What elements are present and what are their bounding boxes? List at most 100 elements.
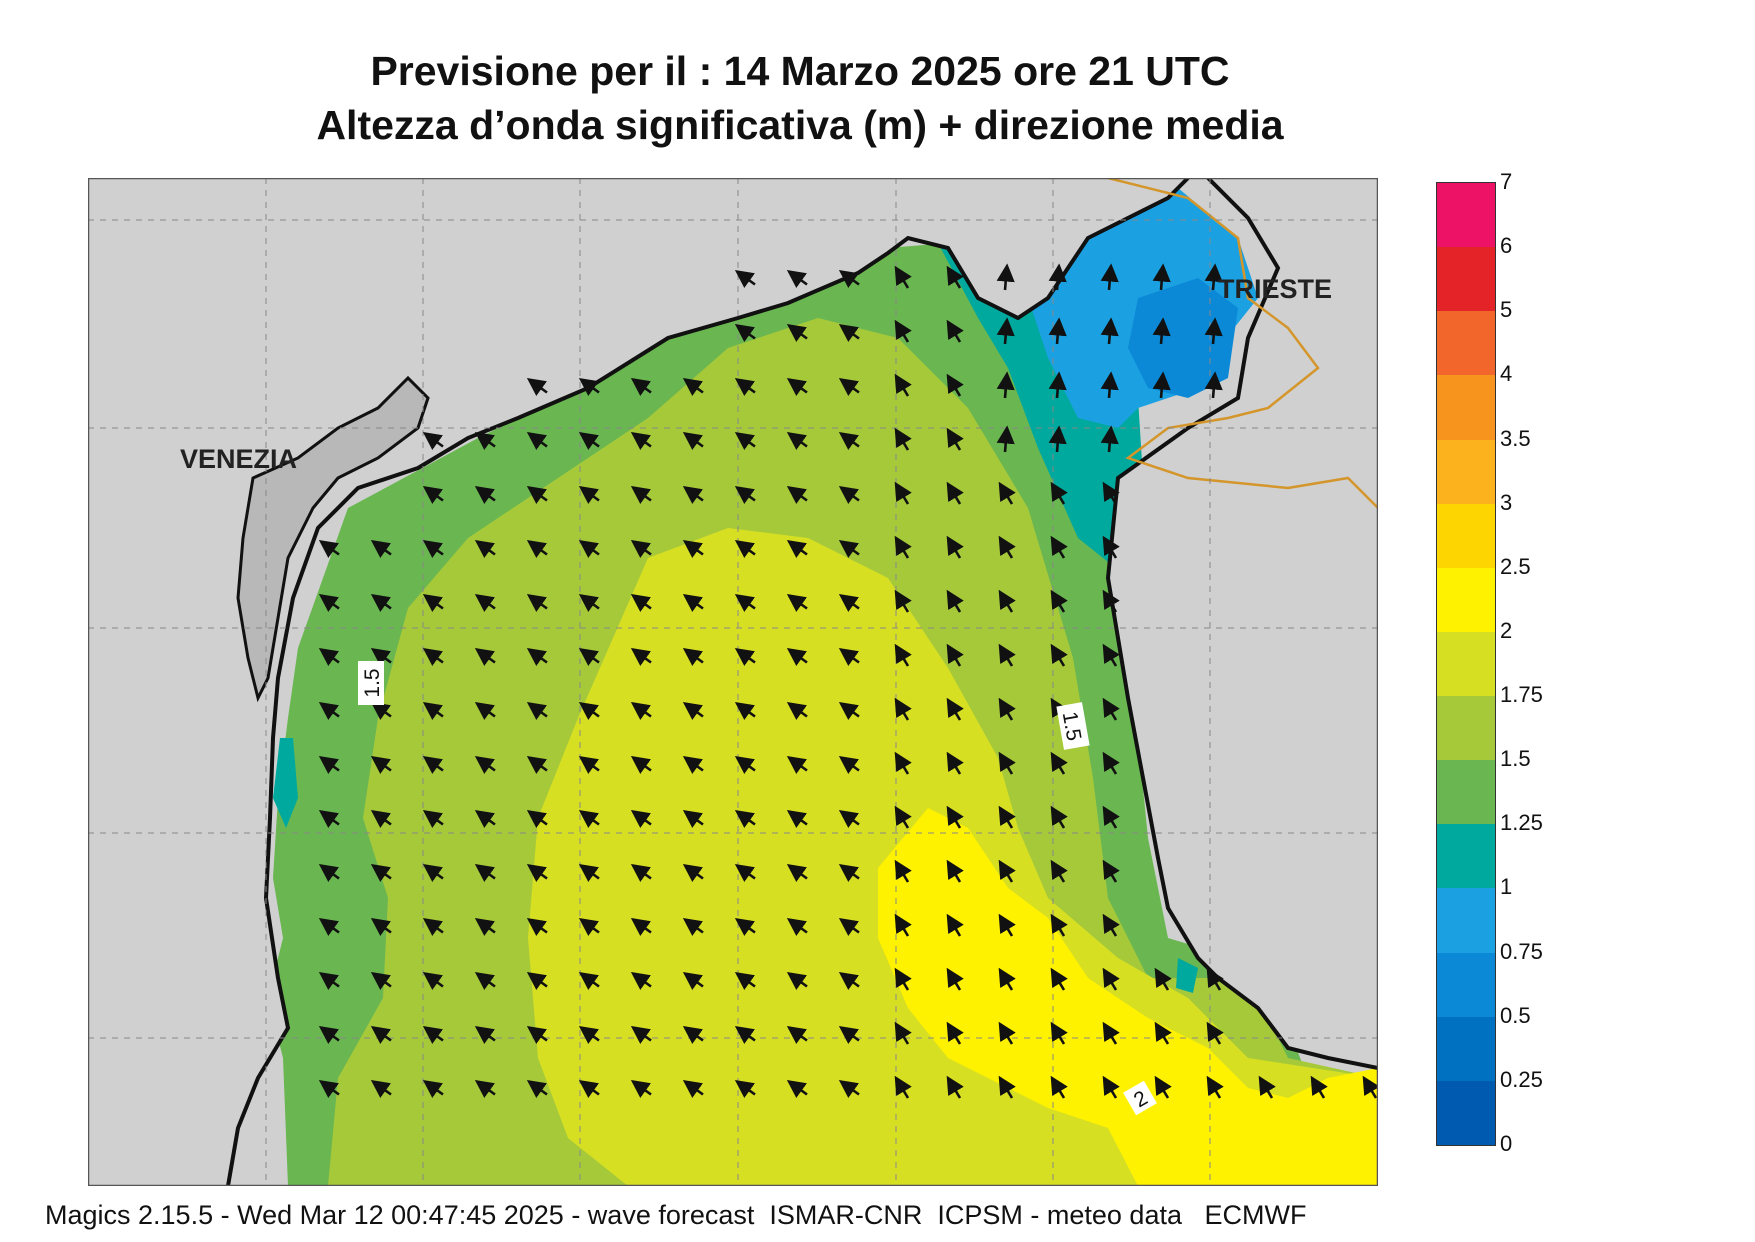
contour-label-west: 1.5: [358, 661, 384, 705]
wave-direction-arrow: [526, 431, 548, 451]
wave-direction-arrow: [998, 1075, 1016, 1099]
wave-direction-arrow: [1050, 643, 1068, 667]
wave-direction-arrow: [1050, 967, 1068, 991]
wave-direction-arrow: [838, 323, 860, 343]
wave-direction-arrow: [1050, 589, 1068, 613]
wave-direction-arrow: [1050, 751, 1068, 775]
wave-direction-arrow: [474, 971, 496, 991]
sea-band-2: [878, 808, 1378, 1186]
colorbar-segment: [1437, 375, 1495, 441]
wave-direction-arrow: [578, 755, 600, 775]
wave-direction-arrow: [894, 265, 912, 289]
wave-direction-arrow: [998, 481, 1016, 505]
wave-direction-arrow: [1050, 535, 1068, 559]
wave-direction-arrow: [1206, 967, 1224, 991]
wave-direction-arrow: [734, 647, 756, 667]
wave-direction-arrow: [786, 431, 808, 451]
wave-direction-arrow: [946, 967, 964, 991]
wave-direction-arrow: [734, 377, 756, 397]
wave-direction-arrow: [370, 1025, 392, 1045]
wave-direction-arrow: [474, 917, 496, 937]
wave-direction-arrow: [1152, 371, 1171, 399]
wave-direction-arrow: [682, 485, 704, 505]
wave-direction-arrow: [1154, 1021, 1172, 1045]
wave-direction-arrow: [578, 701, 600, 721]
wave-direction-arrow: [474, 1079, 496, 1099]
wave-direction-arrow: [526, 863, 548, 883]
wave-direction-arrow: [1204, 263, 1223, 291]
wave-direction-arrow: [1362, 1075, 1378, 1099]
contour-label-west-text: 1.5: [361, 668, 384, 697]
wave-direction-arrow: [894, 967, 912, 991]
wave-direction-arrow: [578, 971, 600, 991]
wave-direction-arrow: [894, 1021, 912, 1045]
wave-direction-arrow: [1050, 1075, 1068, 1099]
colorbar-tick-label: 1.75: [1500, 682, 1543, 708]
wave-direction-arrow: [682, 1079, 704, 1099]
colorbar-tick-label: 5: [1500, 297, 1513, 323]
wave-direction-arrow: [578, 377, 600, 397]
wave-direction-arrow: [578, 431, 600, 451]
colorbar-tick-label: 1.5: [1500, 746, 1531, 772]
wave-direction-arrow: [370, 971, 392, 991]
wave-direction-arrow: [996, 425, 1015, 453]
colorbar-segment: [1437, 183, 1495, 248]
coastline: [226, 178, 1190, 1186]
wave-direction-arrow: [734, 1079, 756, 1099]
wave-direction-arrow: [422, 593, 444, 613]
venice-lagoon: [236, 375, 430, 703]
wave-direction-arrow: [1100, 317, 1119, 345]
wave-direction-arrow: [1204, 317, 1223, 345]
wave-direction-arrow: [946, 859, 964, 883]
colorbar-tick-label: 0.25: [1500, 1066, 1543, 1092]
wave-direction-arrow: [786, 1025, 808, 1045]
wave-direction-arrow: [526, 917, 548, 937]
forecast-subtitle: Altezza d’onda significativa (m) + direz…: [316, 102, 1284, 148]
wave-direction-arrow: [682, 647, 704, 667]
wave-direction-arrow: [998, 805, 1016, 829]
wave-direction-arrow: [786, 1079, 808, 1099]
wave-direction-arrow: [946, 751, 964, 775]
wave-direction-arrow: [734, 971, 756, 991]
wave-direction-arrow: [1100, 371, 1119, 399]
wave-direction-arrow: [998, 913, 1016, 937]
wave-direction-arrow: [422, 701, 444, 721]
wave-direction-arrow: [474, 647, 496, 667]
contour-label-south: 2: [1123, 1080, 1157, 1116]
wave-direction-arrow: [1152, 317, 1171, 345]
wave-direction-arrow: [370, 863, 392, 883]
map-frame: [88, 178, 1378, 1186]
contour-label-east-text: 1.5: [1058, 710, 1086, 743]
colorbar-segment: [1437, 503, 1495, 569]
wave-direction-arrow: [894, 643, 912, 667]
wave-direction-arrow: [1050, 859, 1068, 883]
colorbar-segment: [1437, 696, 1495, 761]
wave-direction-arrow: [630, 485, 652, 505]
wave-direction-arrow: [894, 589, 912, 613]
wave-direction-arrow: [318, 1079, 340, 1099]
wave-direction-arrow: [318, 971, 340, 991]
wave-direction-arrow: [946, 643, 964, 667]
wave-direction-arrow: [422, 485, 444, 505]
wave-direction-arrow: [786, 863, 808, 883]
wave-direction-arrow: [526, 593, 548, 613]
wave-direction-arrow: [786, 755, 808, 775]
wave-direction-arrow: [1050, 805, 1068, 829]
colorbar: [1436, 182, 1496, 1146]
wave-direction-arrow: [422, 755, 444, 775]
wave-direction-arrow: [630, 971, 652, 991]
wave-direction-arrow: [1048, 317, 1067, 345]
wave-direction-arrow: [318, 755, 340, 775]
wave-direction-arrow: [370, 1079, 392, 1099]
wave-direction-arrow: [946, 697, 964, 721]
wave-direction-arrow: [734, 701, 756, 721]
colorbar-segment: [1437, 439, 1495, 505]
wave-direction-arrow: [946, 913, 964, 937]
wave-direction-arrow: [1100, 425, 1119, 453]
wave-direction-arrow: [318, 593, 340, 613]
wave-direction-arrow: [474, 809, 496, 829]
wave-direction-arrow: [370, 593, 392, 613]
wave-direction-arrow: [578, 1025, 600, 1045]
wave-direction-arrow: [630, 809, 652, 829]
wave-direction-arrow: [734, 539, 756, 559]
